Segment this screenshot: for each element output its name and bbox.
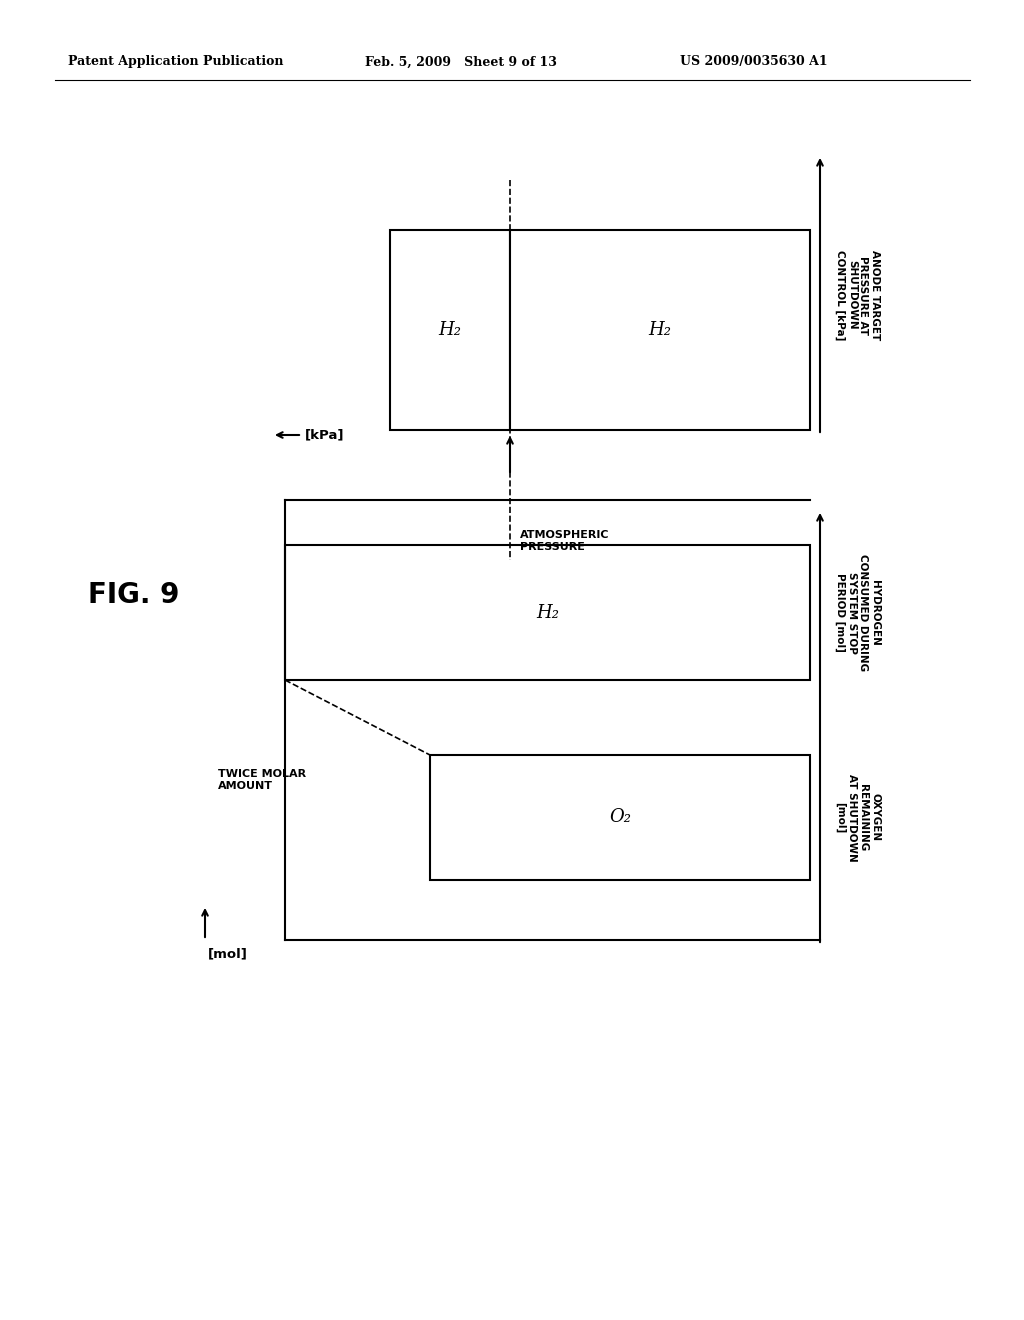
Text: H₂: H₂ <box>438 321 462 339</box>
Text: US 2009/0035630 A1: US 2009/0035630 A1 <box>680 55 827 69</box>
Text: ATMOSPHERIC
PRESSURE: ATMOSPHERIC PRESSURE <box>520 531 609 552</box>
Text: FIG. 9: FIG. 9 <box>88 581 179 609</box>
Bar <box>285 545 810 680</box>
Bar <box>390 230 510 430</box>
Text: H₂: H₂ <box>536 603 559 622</box>
Text: [kPa]: [kPa] <box>305 429 344 441</box>
Bar <box>430 755 810 880</box>
Text: TWICE MOLAR
AMOUNT: TWICE MOLAR AMOUNT <box>218 770 306 791</box>
Text: Feb. 5, 2009   Sheet 9 of 13: Feb. 5, 2009 Sheet 9 of 13 <box>365 55 557 69</box>
Text: ANODE TARGET
PRESSURE AT
SHUTDOWN
CONTROL [kPa]: ANODE TARGET PRESSURE AT SHUTDOWN CONTRO… <box>835 249 880 341</box>
Text: Patent Application Publication: Patent Application Publication <box>68 55 284 69</box>
Text: HYDROGEN
CONSUMED DURING
SYSTEM STOP
PERIOD [mol]: HYDROGEN CONSUMED DURING SYSTEM STOP PER… <box>835 554 880 671</box>
Text: [mol]: [mol] <box>208 946 248 960</box>
Text: OXYGEN
REMAINING
AT SHUTDOWN
[mol]: OXYGEN REMAINING AT SHUTDOWN [mol] <box>835 774 880 862</box>
Bar <box>510 230 810 430</box>
Text: O₂: O₂ <box>609 808 631 826</box>
Text: H₂: H₂ <box>648 321 672 339</box>
